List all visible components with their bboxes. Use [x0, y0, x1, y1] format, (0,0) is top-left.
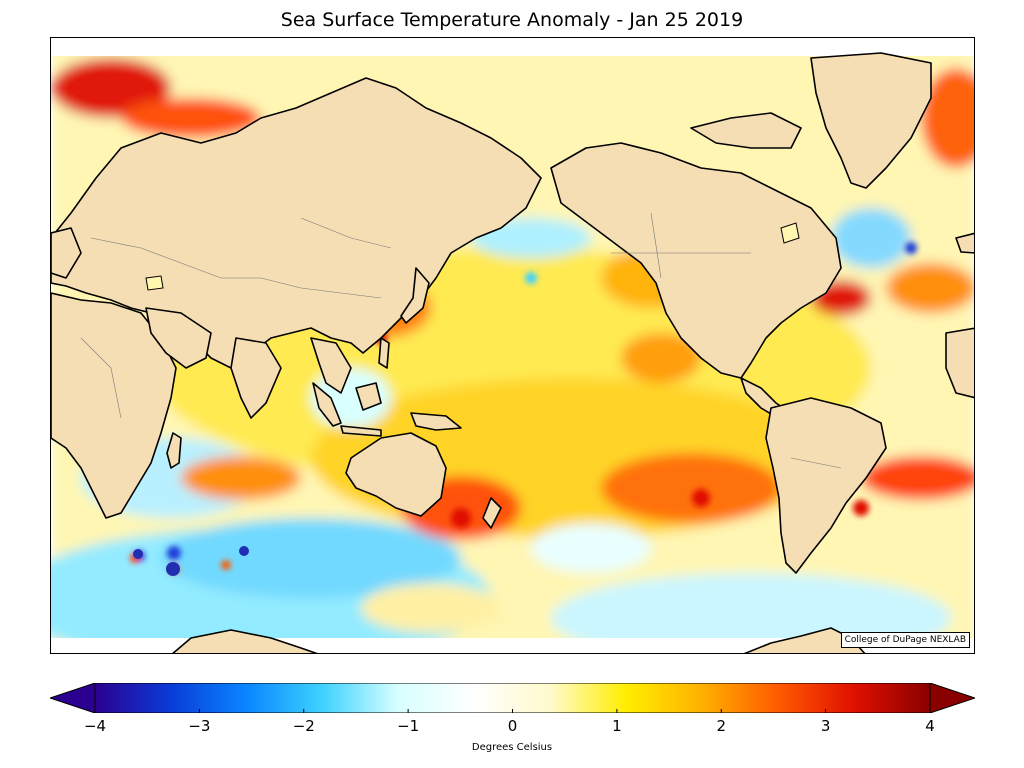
- iceland-landmass: [955, 232, 974, 254]
- colorbar-label: Degrees Celsius: [471, 742, 553, 753]
- colorbar-tick-labels: −4 −3 −2 −1 0 1 2 3 4: [0, 713, 1024, 743]
- new-guinea-landmass: [410, 412, 462, 431]
- colorbar-min-extension: [50, 683, 96, 713]
- country-borders: [80, 212, 842, 469]
- arctic-islands: [690, 112, 802, 149]
- credit-label: College of DuPage NEXLAB: [840, 632, 970, 648]
- cold-anomaly: [133, 549, 143, 559]
- australia-landmass: [345, 432, 447, 517]
- colorbar-tick-label: −1: [397, 717, 420, 735]
- polar-ice-north: [51, 38, 974, 56]
- colorbar-tick-label: −3: [188, 717, 211, 735]
- colorbar-gradient: [94, 683, 931, 713]
- colorbar-tick-label: 1: [612, 717, 622, 735]
- cold-anomaly: [239, 546, 249, 556]
- philippines-landmass: [378, 337, 390, 369]
- cold-anomaly: [166, 562, 180, 576]
- colorbar-tick-label: −2: [292, 717, 315, 735]
- antarctica-landmass: [743, 627, 866, 653]
- new-zealand-landmass: [482, 497, 502, 529]
- borneo-landmass: [355, 382, 382, 411]
- colorbar-tick-label: 3: [820, 717, 831, 735]
- colorbar-tickmarks: [94, 709, 931, 713]
- arabia-landmass: [145, 307, 212, 369]
- south-america-landmass: [765, 397, 887, 574]
- southeast-asia-landmass: [310, 337, 352, 394]
- madagascar-landmass: [166, 432, 182, 469]
- colorbar: [50, 683, 975, 713]
- colorbar-tick-label: 4: [925, 717, 935, 735]
- java-landmass: [340, 425, 382, 437]
- inland-water: [145, 222, 800, 291]
- india-landmass: [230, 337, 282, 419]
- west-africa-edge: [945, 327, 974, 399]
- colorbar-tick-label: 2: [716, 717, 727, 735]
- land: [51, 52, 974, 653]
- africa-landmass: [51, 292, 177, 519]
- europe-west-landmass: [51, 227, 82, 279]
- antarctica-landmass: [172, 629, 318, 653]
- japan-landmass: [400, 267, 430, 324]
- map-title: Sea Surface Temperature Anomaly - Jan 25…: [280, 9, 744, 31]
- greenland-landmass: [810, 52, 932, 189]
- map-canvas: [51, 38, 974, 653]
- colorbar-tick-label: −4: [83, 717, 107, 735]
- sst-anomaly-map: College of DuPage NEXLAB: [50, 37, 975, 654]
- sumatra-landmass: [312, 382, 342, 427]
- colorbar-tick-label: 0: [507, 717, 518, 735]
- colorbar-max-extension: [929, 683, 975, 713]
